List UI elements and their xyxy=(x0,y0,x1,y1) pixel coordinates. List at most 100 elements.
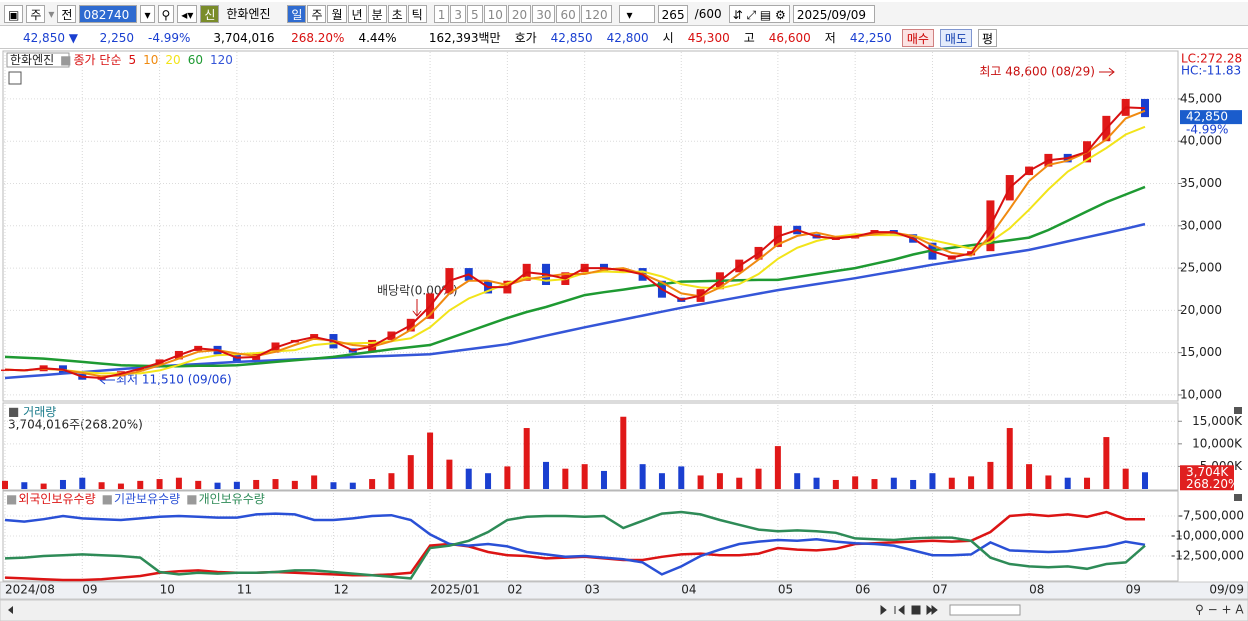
scroll-left[interactable] xyxy=(8,606,13,614)
zoom-icons[interactable]: ⚲ − + A xyxy=(1195,603,1244,617)
interval-btn[interactable]: 30 xyxy=(532,4,556,23)
sell-btn[interactable]: 매도 xyxy=(939,28,972,47)
volume-bar xyxy=(2,480,8,489)
pane-close[interactable] xyxy=(1234,407,1242,414)
volume-bar xyxy=(910,479,917,489)
hc-label: HC:-11.83 xyxy=(1181,64,1241,78)
volume-bar xyxy=(59,479,66,489)
ma-label: 종가 단순 xyxy=(74,53,122,67)
volume-bar xyxy=(600,470,607,489)
x-tick-label: 10 xyxy=(160,583,175,597)
legend-entry: 개인보유수량 xyxy=(199,492,265,506)
legend-entry: 20 xyxy=(165,53,180,67)
legend-entry: 60 xyxy=(188,53,203,67)
interval-btn[interactable]: 5 xyxy=(467,4,483,23)
interval-btn[interactable]: 10 xyxy=(483,4,507,23)
y-tick-label: 20,000 xyxy=(1180,303,1222,317)
volume-bar xyxy=(407,455,414,489)
quote-label: 호가 xyxy=(514,31,537,45)
volume-bar xyxy=(504,466,511,489)
period-btn[interactable]: 년 xyxy=(347,4,367,23)
low: 42,250 xyxy=(849,30,892,45)
x-tick-label: 02 xyxy=(507,583,522,597)
blank-select[interactable]: ▾ xyxy=(618,4,655,23)
code-input[interactable]: 082740 xyxy=(79,4,138,23)
table-icon[interactable] xyxy=(8,71,22,85)
market-select[interactable]: 주 xyxy=(26,4,46,23)
period-btn[interactable]: 초 xyxy=(387,4,407,23)
legend: 한화엔진 ■ 종가 단순 5 10 20 60 120 xyxy=(10,53,233,67)
volume-bar xyxy=(1026,464,1033,489)
scroll-controls[interactable] xyxy=(880,604,938,616)
x-tick-label: 03 xyxy=(585,583,600,597)
volume-bar xyxy=(1142,472,1148,489)
volume-bar xyxy=(620,416,627,489)
x-tick-label: 08 xyxy=(1029,583,1044,597)
count-input[interactable]: 265 xyxy=(657,4,688,23)
volume: 3,704,016 xyxy=(213,30,275,45)
volume-bar xyxy=(852,476,859,489)
zoom-slider[interactable] xyxy=(949,604,1021,616)
period-btn[interactable]: 틱 xyxy=(407,4,427,23)
volume-bar xyxy=(1084,477,1091,489)
volume-bar xyxy=(678,466,685,489)
title-box xyxy=(6,52,70,68)
tool-icons[interactable]: ⇵ ⤢ ▤ ⚙ xyxy=(728,4,790,23)
interval-btn[interactable]: 20 xyxy=(507,4,532,23)
pane-close[interactable] xyxy=(1234,494,1242,501)
volume-bar xyxy=(349,482,356,489)
volume-bar xyxy=(948,477,955,489)
interval-btn[interactable]: 120 xyxy=(580,4,612,23)
change-pct: -4.99% xyxy=(148,30,191,45)
legend: ■외국인보유수량 ■기관보유수량 ■개인보유수량 xyxy=(6,492,265,506)
stock-name: 한화엔진 xyxy=(226,7,271,21)
layout-btn[interactable]: ▣ xyxy=(4,4,24,23)
holding-line xyxy=(4,512,1146,576)
change: 2,250 xyxy=(99,30,134,45)
interval-btn[interactable]: 60 xyxy=(556,4,580,23)
volume-bar xyxy=(968,476,975,489)
period-btn[interactable]: 주 xyxy=(307,4,327,23)
prev-btn[interactable]: 전 xyxy=(57,4,77,23)
interval-btn[interactable]: 1 xyxy=(433,4,450,23)
period-btn[interactable]: 월 xyxy=(327,4,347,23)
holding-line xyxy=(4,510,1146,580)
date-input[interactable]: 2025/09/09 xyxy=(792,4,875,23)
buy-btn[interactable]: 매수 xyxy=(901,28,934,47)
last-volume: 3,704K xyxy=(1186,465,1229,479)
volume-bar xyxy=(175,477,182,489)
volume-bar xyxy=(272,479,279,489)
volume-bar xyxy=(581,464,588,489)
period-btn[interactable]: 일 xyxy=(287,4,307,23)
legend-entry: 120 xyxy=(210,53,233,67)
high-annotation: 최고 48,600 (08/29) xyxy=(979,65,1095,79)
x-tick-label: 07 xyxy=(932,583,947,597)
badge: 신 xyxy=(200,4,220,23)
interval-btn[interactable]: 3 xyxy=(450,4,466,23)
avg-btn[interactable]: 평 xyxy=(978,28,998,47)
volume-bar xyxy=(233,481,240,489)
last-volume-tag xyxy=(1180,465,1234,491)
scrollbar[interactable] xyxy=(0,599,1248,621)
volume-title-text: 거래량 xyxy=(23,405,56,419)
y-tick-label: -12,500,000 xyxy=(1171,549,1244,563)
open-label: 시 xyxy=(662,31,674,45)
volume-bar xyxy=(40,483,47,489)
ma-line xyxy=(4,106,1146,380)
sound-btn[interactable]: ◂▾ xyxy=(177,4,198,23)
volume-bar xyxy=(446,459,453,489)
last-volume-ratio: 268.20% xyxy=(1186,477,1239,491)
search-btn[interactable]: ⚲ xyxy=(157,4,175,23)
volume-bar xyxy=(79,477,86,489)
ask: 42,850 xyxy=(550,30,593,45)
y-tick-label: 15,000K xyxy=(1192,414,1243,428)
legend-sep: ■ xyxy=(102,492,113,506)
y-tick-label: 10,000K xyxy=(1192,436,1243,450)
volume-bar xyxy=(388,473,395,489)
period-btn[interactable]: 분 xyxy=(367,4,387,23)
dividend-annotation: 배당락(0.00%) xyxy=(377,284,458,298)
code-dropdown[interactable]: ▾ xyxy=(140,4,155,23)
volume-bar xyxy=(137,480,144,489)
amount: 162,393백만 xyxy=(428,31,501,45)
